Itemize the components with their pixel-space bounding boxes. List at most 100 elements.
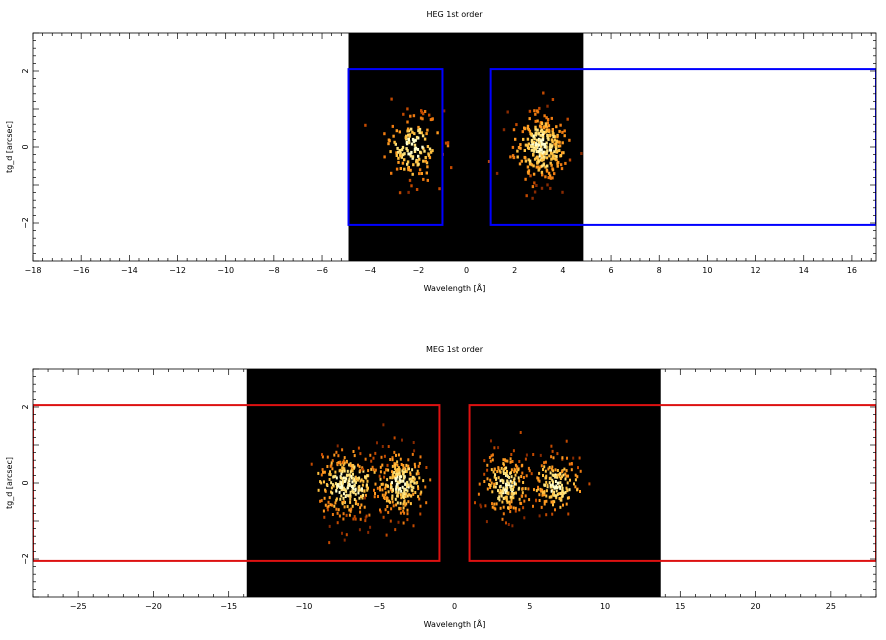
event-pixel <box>543 493 546 497</box>
event-pixel <box>535 498 537 502</box>
event-pixel <box>516 465 519 469</box>
event-pixel <box>537 159 541 163</box>
event-pixel <box>408 467 410 471</box>
event-pixel <box>413 150 417 153</box>
x-axis-label: Wavelength [Å] <box>424 282 486 293</box>
event-pixel <box>491 453 494 457</box>
event-pixel <box>399 457 402 461</box>
event-pixel <box>422 479 425 483</box>
event-pixel <box>358 496 361 500</box>
event-pixel <box>409 152 412 156</box>
event-pixel <box>343 469 346 473</box>
event-pixel <box>540 464 543 468</box>
event-pixel <box>398 130 401 134</box>
event-pixel <box>410 494 413 498</box>
event-pixel <box>502 462 505 466</box>
x-tick-label: 2 <box>512 266 517 275</box>
image-background <box>246 369 661 597</box>
event-pixel <box>361 467 364 471</box>
event-pixel <box>527 142 530 146</box>
event-pixel <box>392 504 395 508</box>
event-pixel <box>506 459 509 463</box>
x-tick-label: 16 <box>847 266 857 275</box>
event-pixel <box>402 509 405 513</box>
event-pixel <box>559 477 562 480</box>
event-pixel <box>532 149 536 153</box>
event-pixel <box>391 470 393 474</box>
event-pixel <box>334 470 337 474</box>
event-pixel <box>405 485 408 489</box>
event-pixel <box>357 489 360 493</box>
event-pixel <box>401 485 404 489</box>
event-pixel <box>421 145 424 149</box>
event-pixel <box>374 468 377 472</box>
event-pixel <box>508 500 511 504</box>
event-pixel <box>323 496 326 500</box>
event-pixel <box>394 468 397 472</box>
event-pixel <box>408 477 411 481</box>
event-pixel <box>389 500 391 504</box>
event-pixel <box>394 467 397 470</box>
event-pixel <box>561 190 564 194</box>
event-pixel <box>396 475 399 479</box>
event-pixel <box>387 490 390 494</box>
event-pixel <box>336 444 339 448</box>
event-pixel <box>366 474 369 478</box>
event-pixel <box>541 493 544 497</box>
event-pixel <box>342 517 345 521</box>
event-pixel <box>512 478 515 482</box>
event-pixel <box>385 499 388 503</box>
event-pixel <box>547 171 551 175</box>
event-pixel <box>348 483 351 487</box>
event-pixel <box>394 528 397 532</box>
event-pixel <box>389 476 392 480</box>
event-pixel <box>486 463 489 467</box>
event-pixel <box>393 436 396 440</box>
event-pixel <box>532 134 535 138</box>
event-pixel <box>533 147 536 151</box>
event-pixel <box>358 465 361 469</box>
event-pixel <box>399 479 402 483</box>
event-pixel <box>502 512 505 516</box>
event-pixel <box>527 128 530 131</box>
event-pixel <box>347 481 350 485</box>
event-pixel <box>510 498 513 502</box>
event-pixel <box>397 490 400 494</box>
event-pixel <box>358 485 361 488</box>
event-pixel <box>384 493 387 497</box>
event-pixel <box>521 130 524 134</box>
event-pixel <box>553 142 556 146</box>
event-pixel <box>556 492 559 496</box>
event-pixel <box>539 453 542 457</box>
event-pixel <box>402 492 405 496</box>
event-pixel <box>538 471 541 475</box>
event-pixel <box>379 477 382 481</box>
y-axis-label: tg_d [arcsec] <box>5 457 14 509</box>
event-pixel <box>568 138 571 142</box>
event-pixel <box>551 492 554 496</box>
event-pixel <box>339 486 342 489</box>
event-pixel <box>335 476 338 480</box>
x-tick-label: −10 <box>296 602 313 611</box>
event-pixel <box>533 157 537 161</box>
event-pixel <box>535 143 538 147</box>
event-pixel <box>357 491 360 495</box>
event-pixel <box>346 486 349 490</box>
event-pixel <box>354 502 357 506</box>
event-pixel <box>342 463 345 467</box>
event-pixel <box>391 489 394 493</box>
event-pixel <box>563 134 566 138</box>
event-pixel <box>553 154 556 158</box>
event-pixel <box>527 169 531 173</box>
event-pixel <box>351 480 354 484</box>
event-pixel <box>339 468 342 472</box>
event-pixel <box>319 499 322 503</box>
event-pixel <box>561 130 564 134</box>
event-pixel <box>411 468 414 472</box>
event-pixel <box>416 148 420 151</box>
event-pixel <box>341 466 344 470</box>
event-pixel <box>548 495 551 499</box>
event-pixel <box>409 502 412 506</box>
event-pixel <box>556 452 559 456</box>
